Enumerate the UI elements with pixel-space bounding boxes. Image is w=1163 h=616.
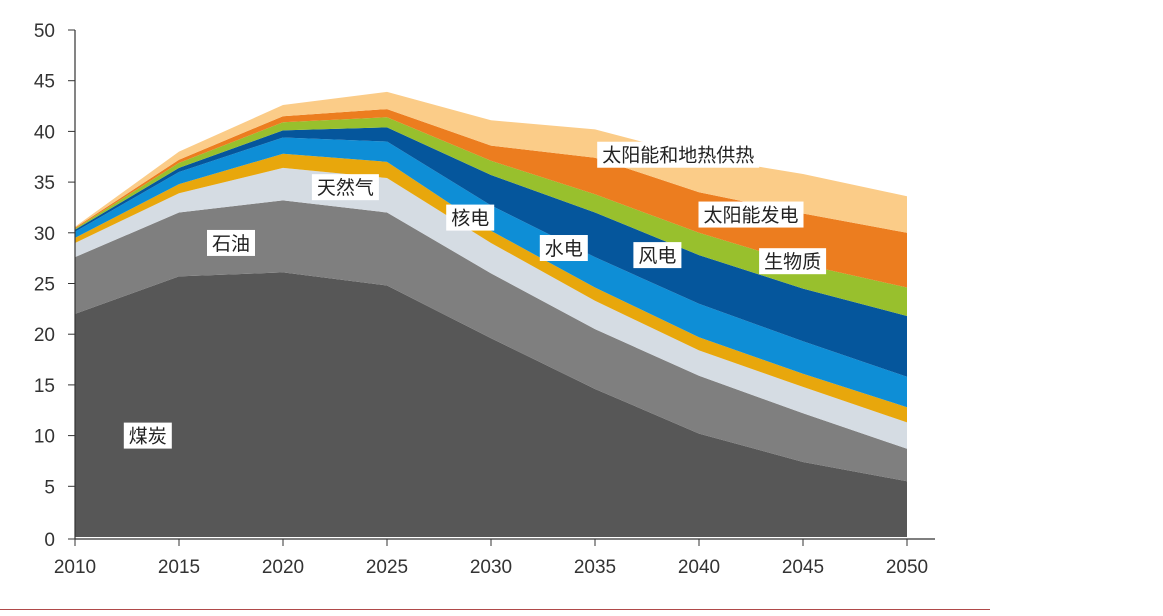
area-label: 太阳能发电 (698, 201, 804, 228)
area-label-box (123, 422, 172, 449)
area-label: 天然气 (311, 174, 379, 201)
area-label-box (759, 248, 827, 275)
area-label-box (311, 174, 379, 201)
area-label-text: 石油 (212, 233, 250, 255)
area-label: 石油 (207, 229, 255, 256)
y-tick-label: 35 (34, 173, 55, 194)
area-label: 风电 (633, 242, 682, 269)
x-tick-label: 2010 (54, 557, 96, 578)
x-tick-label: 2050 (886, 557, 928, 578)
area-label: 煤炭 (123, 422, 172, 449)
x-tick-label: 2015 (158, 557, 200, 578)
area-label-text: 太阳能和地热供热 (602, 145, 754, 167)
area-series-5 (75, 137, 907, 408)
area-series-1 (75, 272, 907, 537)
area-label: 生物质 (759, 248, 827, 275)
area-label: 水电 (539, 235, 588, 262)
area-label-text: 生物质 (764, 251, 821, 273)
area-label-box (446, 204, 495, 231)
x-tick-label: 2020 (262, 557, 304, 578)
y-tick-label: 30 (34, 224, 55, 245)
y-tick-label: 15 (34, 376, 55, 397)
x-tick-label: 2030 (470, 557, 512, 578)
y-tick-label: 5 (44, 477, 55, 498)
area-label-box (539, 235, 588, 262)
bottom-divider (0, 609, 990, 610)
x-tick-label: 2035 (574, 557, 616, 578)
area-label-box (597, 141, 760, 168)
area-series-6 (75, 127, 907, 377)
area-label: 核电 (446, 204, 495, 231)
area-series-2 (75, 200, 907, 482)
area-label-text: 水电 (545, 238, 583, 260)
area-label-text: 天然气 (317, 177, 374, 199)
y-tick-label: 25 (34, 275, 55, 296)
y-tick-label: 45 (34, 72, 55, 93)
area-label-box (207, 229, 255, 256)
area-label-text: 煤炭 (129, 426, 167, 448)
y-tick-label: 20 (34, 325, 55, 346)
area-label-text: 风电 (638, 245, 676, 267)
area-label-text: 太阳能发电 (703, 205, 798, 227)
y-tick-label: 40 (34, 122, 55, 143)
area-label-box (633, 242, 682, 269)
x-tick-label: 2040 (678, 557, 720, 578)
y-tick-label: 0 (44, 530, 55, 551)
y-tick-label: 10 (34, 427, 55, 448)
area-label-box (698, 201, 804, 228)
area-series-group (75, 91, 907, 537)
area-label: 太阳能和地热供热 (597, 141, 760, 168)
y-tick-label: 50 (34, 21, 55, 42)
x-tick-label: 2045 (782, 557, 824, 578)
area-label-text: 核电 (451, 208, 489, 230)
x-tick-label: 2025 (366, 557, 408, 578)
